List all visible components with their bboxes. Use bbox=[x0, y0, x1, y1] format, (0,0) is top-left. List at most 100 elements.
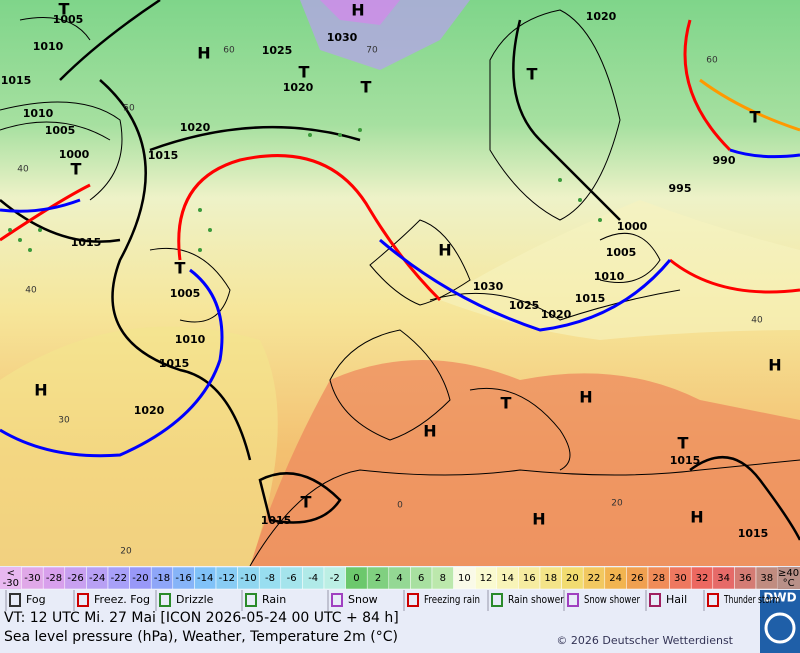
colorbar-label: 4 bbox=[396, 573, 402, 584]
pressure-label: 1010 bbox=[33, 40, 64, 53]
colorbar-label: 36 bbox=[739, 573, 752, 584]
weather-symbols bbox=[8, 128, 602, 252]
pressure-label: 1015 bbox=[148, 149, 179, 162]
colorbar-label: 14 bbox=[501, 573, 514, 584]
pressure-label: 1000 bbox=[617, 220, 648, 233]
pressure-label: 1030 bbox=[327, 31, 358, 44]
logo: DWD bbox=[763, 591, 796, 605]
legend-label: Rain shower bbox=[508, 593, 564, 606]
pressure-label: 1005 bbox=[53, 13, 84, 26]
cold-area bbox=[320, 0, 400, 25]
colorbar-label: 2 bbox=[375, 573, 381, 584]
legend-label: Rain bbox=[262, 593, 286, 606]
isobars-thin bbox=[0, 17, 681, 323]
legend-icon bbox=[567, 593, 579, 607]
description: Sea level pressure (hPa), Weather, Tempe… bbox=[4, 629, 398, 645]
pressure-label: 1020 bbox=[283, 81, 314, 94]
pressure-center: T bbox=[750, 108, 761, 127]
colorbar-label: 6 bbox=[418, 573, 424, 584]
colorbar-label: 24 bbox=[609, 573, 622, 584]
colorbar-label: ≥40 bbox=[778, 568, 799, 579]
pressure-label: 1030 bbox=[473, 280, 504, 293]
isotherm-label: 0 bbox=[397, 501, 403, 511]
colorbar-label: 32 bbox=[696, 573, 709, 584]
pressure-center: T bbox=[361, 78, 372, 97]
copyright: © 2026 Deutscher Wetterdienst bbox=[556, 634, 733, 647]
colorbar-label: 20 bbox=[566, 573, 579, 584]
colorbar-label: -8 bbox=[265, 573, 275, 584]
legend-label: Drizzle bbox=[176, 593, 214, 606]
pressure-label: 1020 bbox=[134, 404, 165, 417]
legend-icon bbox=[9, 593, 21, 607]
pressure-label: 1015 bbox=[71, 236, 102, 249]
pressure-label: 1010 bbox=[175, 333, 206, 346]
cold-front bbox=[0, 268, 224, 458]
legend-label: Snow bbox=[348, 593, 378, 606]
pressure-center: T bbox=[175, 259, 186, 278]
pressure-label: 1020 bbox=[541, 308, 572, 321]
legend-icon bbox=[707, 593, 719, 607]
pressure-center: H bbox=[532, 510, 545, 529]
colorbar-label: 18 bbox=[544, 573, 557, 584]
pressure-label: 1015 bbox=[575, 292, 606, 305]
logo-icon bbox=[764, 612, 796, 644]
legend-label: Hail bbox=[666, 593, 687, 606]
colorbar-label: 28 bbox=[652, 573, 665, 584]
pressure-center: H bbox=[423, 422, 436, 441]
pressure-label: 1015 bbox=[1, 74, 32, 87]
pressure-label: 1015 bbox=[159, 357, 190, 370]
warm-front bbox=[669, 258, 800, 294]
isotherm-label: 20 bbox=[611, 499, 623, 509]
colorbar-label: -30 bbox=[24, 573, 40, 584]
pressure-center: T bbox=[59, 0, 70, 19]
warm-front bbox=[683, 19, 732, 152]
colorbar-label: 8 bbox=[440, 573, 446, 584]
pressure-label: 1005 bbox=[170, 287, 201, 300]
colorbar-label: 26 bbox=[631, 573, 644, 584]
pressure-label: 1010 bbox=[594, 270, 625, 283]
isotherm-label: 30 bbox=[58, 416, 70, 426]
legend-icon bbox=[491, 593, 503, 607]
isotherm-label: 40 bbox=[25, 286, 37, 296]
colorbar-label: -22 bbox=[111, 573, 127, 584]
warm-area bbox=[250, 360, 800, 566]
colorbar-label: -18 bbox=[154, 573, 170, 584]
colorbar-label: 0 bbox=[353, 573, 359, 584]
pressure-label: 1025 bbox=[509, 299, 540, 312]
isotherm-label: 60 bbox=[706, 56, 718, 66]
pressure-label: 1020 bbox=[180, 121, 211, 134]
cold-front bbox=[379, 238, 672, 332]
legend-icon bbox=[77, 593, 89, 607]
colorbar-label: 10 bbox=[458, 573, 471, 584]
colorbar-cell bbox=[777, 567, 800, 589]
isotherm-label: 40 bbox=[17, 165, 29, 175]
pressure-label: 995 bbox=[669, 182, 692, 195]
pressure-label: 1025 bbox=[262, 44, 293, 57]
pressure-label: 1020 bbox=[586, 10, 617, 23]
mild-area bbox=[440, 200, 800, 340]
pressure-label: 1015 bbox=[738, 527, 769, 540]
colorbar-label: 22 bbox=[588, 573, 601, 584]
legend-icon bbox=[245, 593, 257, 607]
pressure-center: T bbox=[501, 394, 512, 413]
legend-icon bbox=[407, 593, 419, 607]
legend-label: Snow shower bbox=[584, 593, 640, 606]
isotherm-label: 20 bbox=[120, 547, 132, 557]
colorbar-label: -10 bbox=[240, 573, 256, 584]
warm-front bbox=[177, 154, 442, 302]
pressure-center: H bbox=[197, 44, 210, 63]
pressure-label: 1010 bbox=[23, 107, 54, 120]
legend-label: Freezing rain bbox=[424, 593, 480, 606]
colorbar-label: -20 bbox=[132, 573, 148, 584]
pressure-center: T bbox=[71, 160, 82, 179]
colorbar-label: -14 bbox=[197, 573, 213, 584]
pressure-center: H bbox=[438, 241, 451, 260]
colorbar-label: < bbox=[7, 568, 15, 579]
colorbar-label: °C bbox=[783, 578, 795, 589]
colorbar-label: 38 bbox=[760, 573, 773, 584]
cold-front bbox=[0, 198, 81, 213]
pressure-label: 990 bbox=[713, 154, 736, 167]
legend-icon bbox=[649, 593, 661, 607]
